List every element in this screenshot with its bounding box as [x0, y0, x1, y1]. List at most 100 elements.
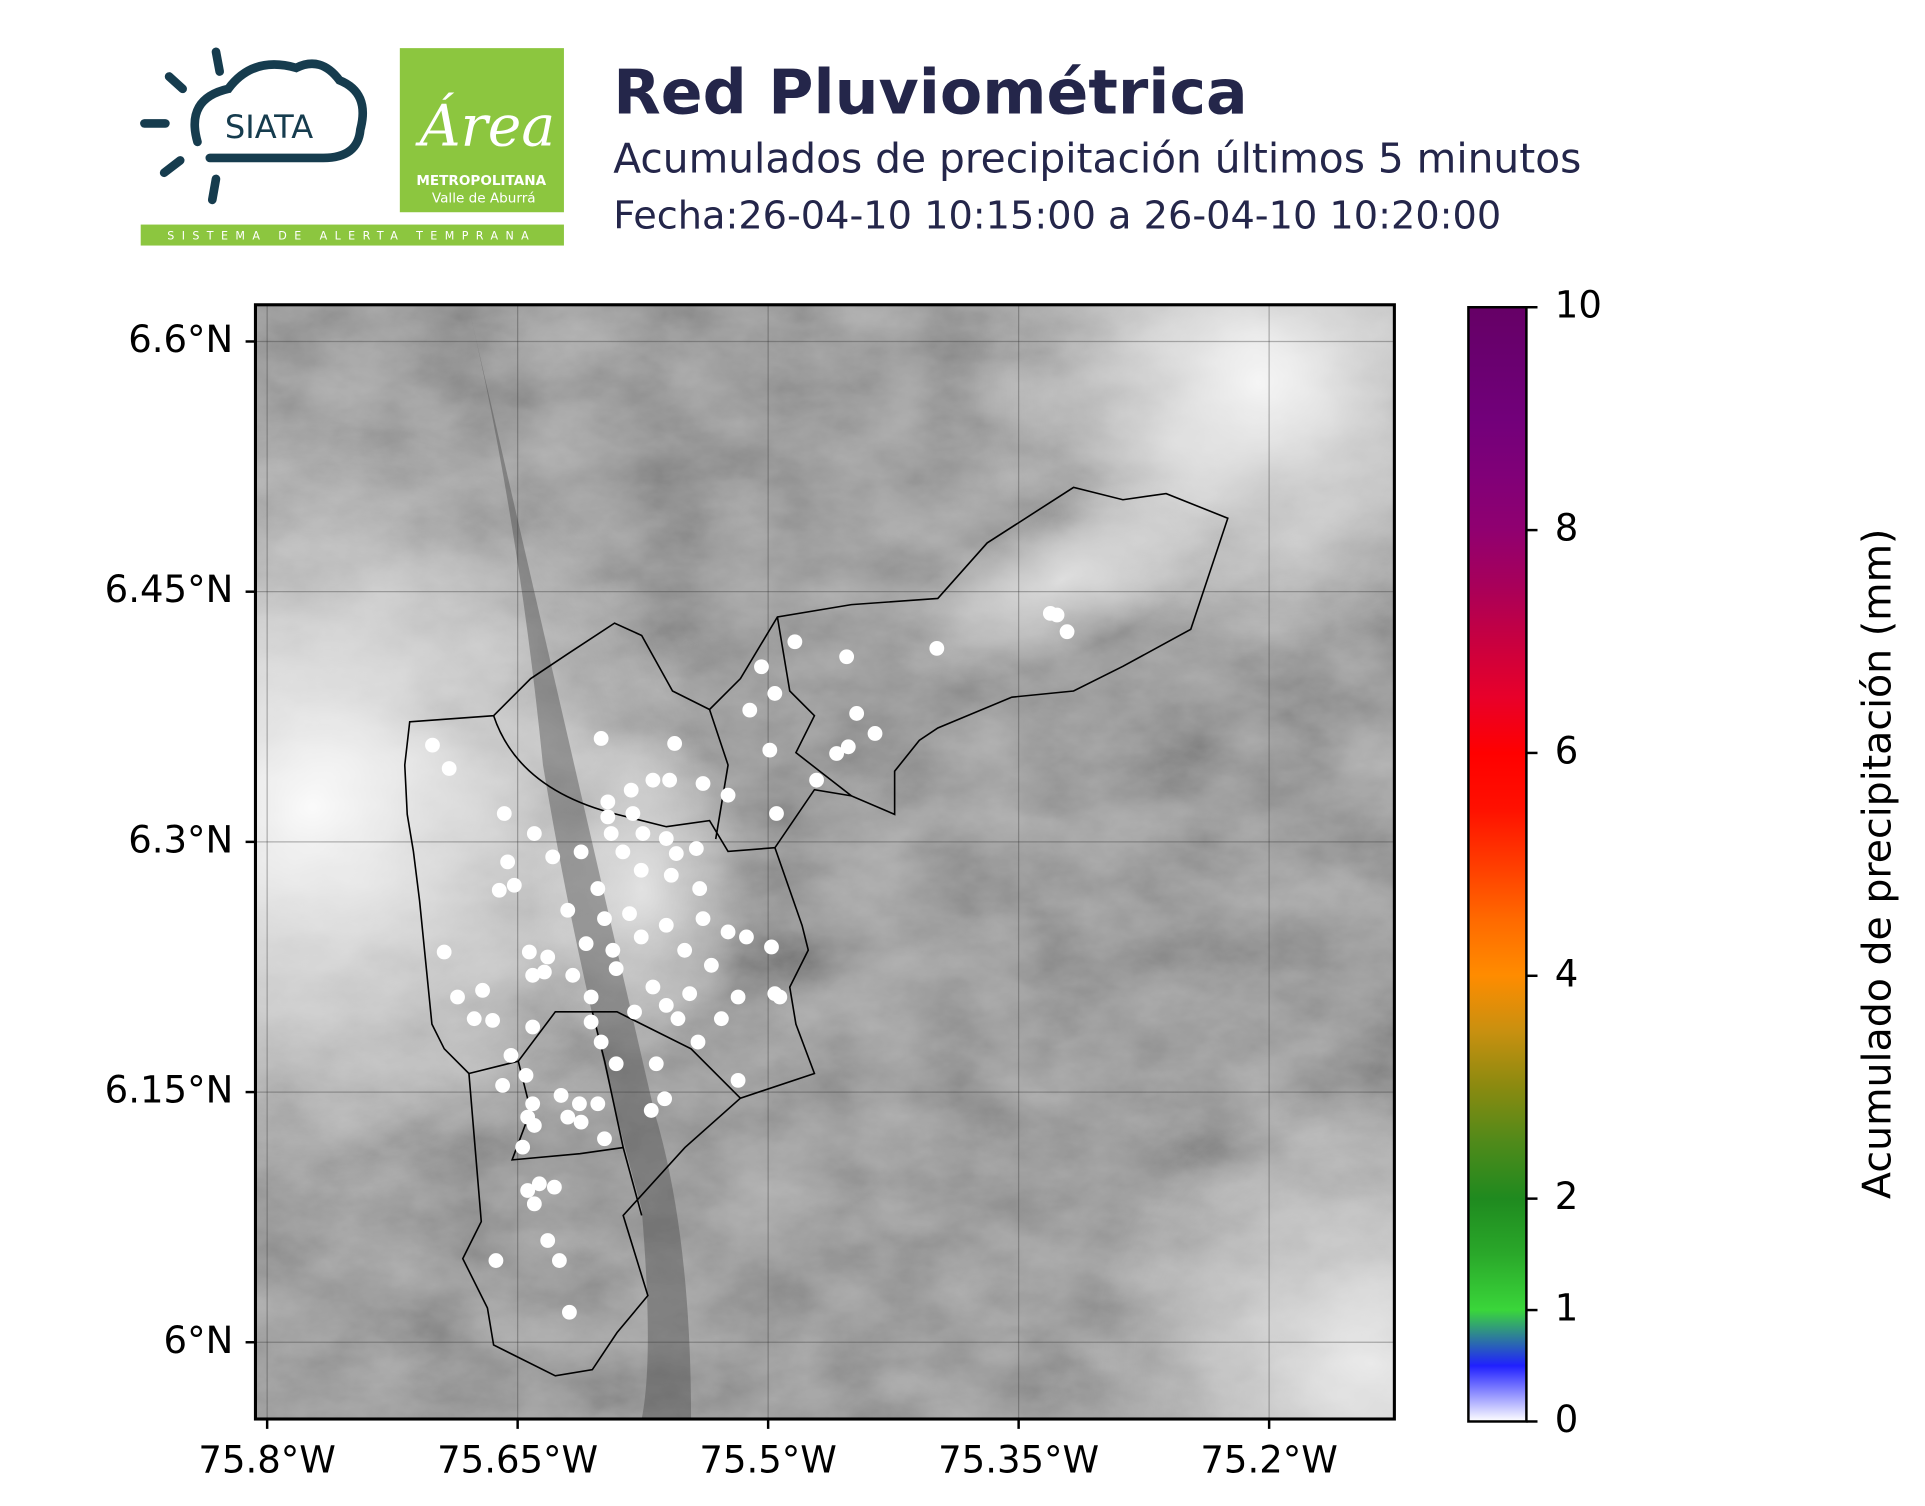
station [593, 1034, 609, 1050]
station [840, 739, 856, 755]
station [645, 772, 661, 788]
colorbar-tick-label: 10 [1555, 284, 1602, 327]
station [627, 1004, 642, 1020]
station [608, 1056, 624, 1072]
station [597, 1131, 612, 1147]
station [690, 1034, 706, 1050]
y-tick-label: 6.3°N [128, 818, 233, 861]
station [695, 911, 711, 927]
x-tick-label: 75.65°W [437, 1439, 598, 1482]
stations [425, 605, 1075, 1320]
station [730, 1072, 746, 1088]
station [663, 867, 679, 883]
station [635, 826, 651, 841]
station [730, 989, 746, 1005]
date: Fecha:26-04-10 10:15:00 a 26-04-10 10:20… [613, 193, 1501, 238]
terrain [255, 304, 1395, 1420]
logo-text: SISTEMA DE ALERTA TEMPRANA [167, 229, 536, 242]
station [590, 1096, 606, 1112]
station [615, 844, 631, 860]
station [754, 659, 769, 675]
colorbar-tick-label: 6 [1555, 729, 1579, 772]
station [670, 1011, 686, 1027]
station [578, 936, 594, 952]
station [485, 1012, 501, 1028]
station [764, 939, 779, 955]
station [495, 1078, 511, 1093]
station [496, 806, 512, 821]
station [762, 742, 778, 758]
station [658, 831, 674, 846]
station [643, 1103, 659, 1118]
station [436, 944, 452, 960]
area-logo: Área METROPOLITANA Valle de Aburrá SISTE… [140, 48, 564, 246]
x-tick-label: 75.2°W [1200, 1439, 1337, 1482]
station [625, 806, 641, 821]
station [1059, 624, 1075, 640]
station [545, 849, 561, 865]
y-tick-label: 6.15°N [105, 1069, 234, 1112]
colorbar-tick-label: 2 [1555, 1175, 1579, 1218]
station [546, 1179, 562, 1195]
station [633, 929, 649, 945]
station [450, 989, 465, 1005]
station [593, 731, 609, 746]
x-tick-label: 75.5°W [699, 1439, 836, 1482]
station [475, 982, 490, 998]
station [491, 882, 507, 898]
station [645, 979, 661, 995]
station [526, 1196, 542, 1212]
station [667, 736, 683, 751]
station [520, 1183, 536, 1198]
station [657, 1091, 673, 1107]
station [688, 841, 704, 856]
station [787, 634, 803, 650]
station [600, 809, 616, 825]
logo-text: SIATA [225, 108, 313, 146]
station [767, 686, 783, 701]
station [526, 1118, 542, 1133]
logo-text: Valle de Aburrá [432, 190, 536, 206]
station [525, 1019, 541, 1035]
x-tick-label: 75.8°W [198, 1439, 335, 1482]
station [560, 902, 576, 918]
station [515, 1139, 531, 1155]
station [662, 772, 678, 788]
station [583, 989, 599, 1005]
station [839, 649, 855, 665]
y-tick-label: 6.45°N [105, 568, 234, 611]
station [572, 1096, 587, 1112]
colorbar-tick-label: 4 [1555, 952, 1579, 995]
colorbar-tick-label: 0 [1555, 1398, 1579, 1441]
station [506, 877, 522, 893]
station [720, 787, 736, 803]
axes: 75.8°W 75.65°W 75.5°W 75.35°W 75.2°W 6.6°N 6.4… [105, 318, 1338, 1482]
logo-text: METROPOLITANA [416, 173, 546, 189]
boundaries [403, 486, 1229, 1377]
grid [255, 304, 1395, 1420]
colorbar-tick-label: 8 [1555, 507, 1579, 550]
station [590, 881, 606, 896]
station [500, 854, 516, 870]
station [648, 1056, 664, 1072]
station [682, 986, 698, 1002]
station [565, 967, 581, 983]
station [608, 961, 624, 977]
station [849, 706, 865, 721]
station [551, 1253, 567, 1268]
station [526, 826, 542, 841]
colorbar-label: Acumulado de precipitación (mm) [1854, 529, 1900, 1199]
y-tick-label: 6°N [164, 1319, 234, 1362]
y-tick-label: 6.6°N [128, 318, 233, 361]
station [573, 844, 589, 860]
station [466, 1011, 482, 1027]
station [503, 1047, 519, 1063]
station [583, 1014, 599, 1030]
station [695, 776, 711, 791]
title: Red Pluviométrica [613, 57, 1247, 129]
station [562, 1304, 577, 1320]
station [525, 1096, 541, 1112]
station [573, 1114, 589, 1130]
